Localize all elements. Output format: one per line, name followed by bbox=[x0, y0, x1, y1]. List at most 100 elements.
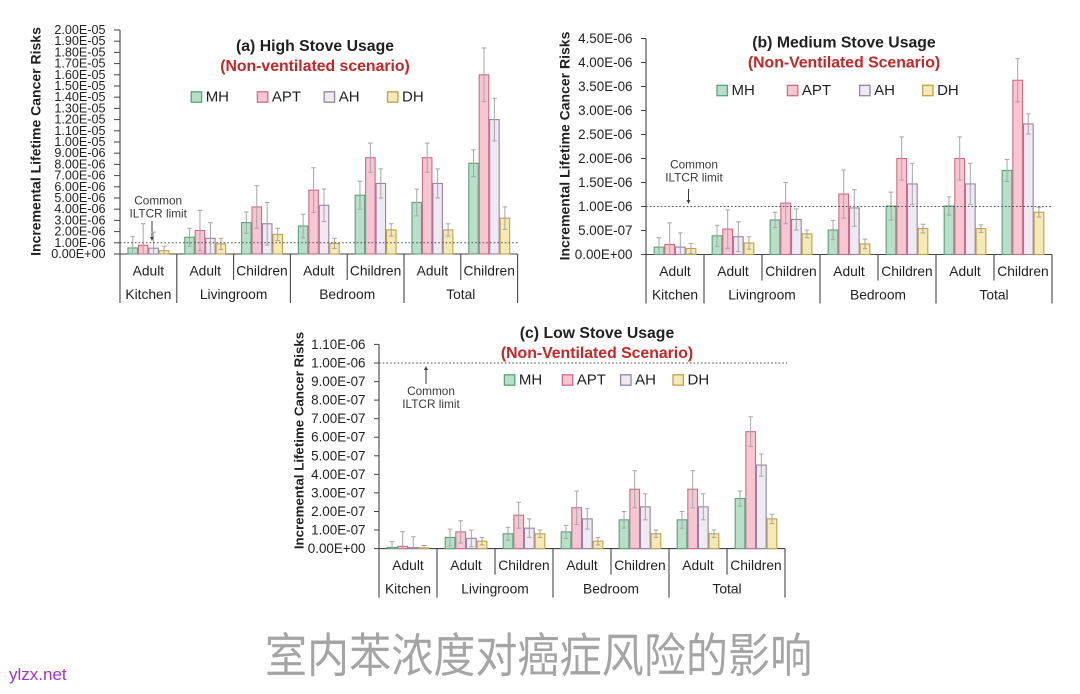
svg-text:Livingroom: Livingroom bbox=[200, 287, 267, 302]
svg-text:1.40E-05: 1.40E-05 bbox=[54, 90, 105, 104]
svg-text:1.50E-06: 1.50E-06 bbox=[578, 175, 632, 190]
svg-text:1.90E-05: 1.90E-05 bbox=[54, 34, 105, 48]
svg-text:9.00E-06: 9.00E-06 bbox=[54, 146, 105, 160]
svg-text:3.00E-07: 3.00E-07 bbox=[311, 485, 365, 500]
svg-text:DH: DH bbox=[688, 372, 710, 389]
svg-text:ylzx.net: ylzx.net bbox=[9, 665, 67, 684]
svg-text:2.00E-06: 2.00E-06 bbox=[578, 151, 632, 166]
svg-text:1.60E-05: 1.60E-05 bbox=[54, 68, 105, 82]
svg-text:Bedroom: Bedroom bbox=[319, 287, 375, 302]
svg-text:MH: MH bbox=[732, 82, 755, 99]
svg-text:Children: Children bbox=[881, 264, 932, 279]
svg-text:Incremental Lifetime Cancer Ri: Incremental Lifetime Cancer Risks bbox=[28, 27, 44, 256]
svg-text:5.00E-07: 5.00E-07 bbox=[311, 448, 365, 463]
svg-text:APT: APT bbox=[802, 82, 831, 99]
svg-text:ILTCR limit: ILTCR limit bbox=[402, 397, 460, 411]
svg-text:0.00E+00: 0.00E+00 bbox=[575, 247, 633, 262]
svg-text:Livingroom: Livingroom bbox=[728, 288, 795, 303]
svg-text:Common: Common bbox=[407, 384, 455, 398]
svg-text:MH: MH bbox=[206, 89, 229, 106]
svg-text:1.00E-06: 1.00E-06 bbox=[54, 236, 105, 250]
svg-text:ILTCR limit: ILTCR limit bbox=[665, 171, 723, 185]
svg-text:Adult: Adult bbox=[717, 264, 749, 279]
svg-text:Incremental Lifetime Cancer Ri: Incremental Lifetime Cancer Risks bbox=[557, 31, 573, 260]
svg-text:5.00E-07: 5.00E-07 bbox=[578, 223, 632, 238]
svg-text:Adult: Adult bbox=[189, 264, 221, 279]
svg-text:3.50E-06: 3.50E-06 bbox=[578, 79, 632, 94]
svg-text:1.30E-05: 1.30E-05 bbox=[54, 101, 105, 115]
svg-text:Livingroom: Livingroom bbox=[461, 582, 528, 597]
svg-text:6.00E-06: 6.00E-06 bbox=[54, 180, 105, 194]
svg-text:5.00E-06: 5.00E-06 bbox=[54, 191, 105, 205]
svg-text:(c) Low Stove Usage: (c) Low Stove Usage bbox=[520, 325, 675, 342]
svg-text:1.10E-05: 1.10E-05 bbox=[54, 124, 105, 138]
svg-text:DH: DH bbox=[937, 82, 959, 99]
svg-text:Adult: Adult bbox=[417, 264, 449, 279]
svg-text:8.00E-06: 8.00E-06 bbox=[54, 157, 105, 171]
svg-text:Adult: Adult bbox=[392, 558, 424, 573]
svg-text:(Non-ventilated scenario): (Non-ventilated scenario) bbox=[220, 58, 410, 75]
svg-text:Adult: Adult bbox=[566, 558, 598, 573]
svg-text:1.00E-07: 1.00E-07 bbox=[311, 523, 365, 538]
svg-text:APT: APT bbox=[272, 89, 301, 106]
svg-text:AH: AH bbox=[339, 89, 360, 106]
svg-text:Common: Common bbox=[670, 157, 718, 171]
svg-text:Adult: Adult bbox=[833, 264, 865, 279]
svg-text:Adult: Adult bbox=[949, 264, 981, 279]
svg-text:Kitchen: Kitchen bbox=[652, 288, 698, 303]
svg-text:(Non-Ventilated Scenario): (Non-Ventilated Scenario) bbox=[748, 55, 940, 72]
svg-text:Adult: Adult bbox=[133, 264, 165, 279]
svg-text:Common: Common bbox=[134, 193, 182, 207]
svg-text:9.00E-07: 9.00E-07 bbox=[311, 374, 365, 389]
svg-text:1.20E-05: 1.20E-05 bbox=[54, 113, 105, 127]
svg-text:1.50E-05: 1.50E-05 bbox=[54, 79, 105, 93]
svg-text:Children: Children bbox=[350, 264, 401, 279]
svg-text:Children: Children bbox=[498, 558, 549, 573]
svg-text:DH: DH bbox=[402, 89, 424, 106]
svg-text:2.00E-07: 2.00E-07 bbox=[311, 504, 365, 519]
svg-text:8.00E-07: 8.00E-07 bbox=[311, 393, 365, 408]
svg-text:(b) Medium Stove Usage: (b) Medium Stove Usage bbox=[752, 35, 936, 52]
svg-text:4.00E-06: 4.00E-06 bbox=[54, 202, 105, 216]
svg-text:2.00E-06: 2.00E-06 bbox=[54, 225, 105, 239]
svg-text:4.00E-07: 4.00E-07 bbox=[311, 467, 365, 482]
svg-text:2.50E-06: 2.50E-06 bbox=[578, 127, 632, 142]
svg-text:Children: Children bbox=[730, 558, 781, 573]
svg-text:3.00E-06: 3.00E-06 bbox=[578, 103, 632, 118]
svg-text:Children: Children bbox=[614, 558, 665, 573]
svg-text:Children: Children bbox=[464, 264, 515, 279]
svg-text:Total: Total bbox=[979, 288, 1008, 303]
svg-text:1.00E-06: 1.00E-06 bbox=[578, 199, 632, 214]
svg-text:Adult: Adult bbox=[450, 558, 482, 573]
svg-text:AH: AH bbox=[635, 372, 656, 389]
svg-text:7.00E-07: 7.00E-07 bbox=[311, 411, 365, 426]
svg-text:(a) High Stove Usage: (a) High Stove Usage bbox=[236, 38, 394, 55]
svg-text:4.50E-06: 4.50E-06 bbox=[578, 31, 632, 46]
svg-text:APT: APT bbox=[577, 372, 606, 389]
svg-text:1.80E-05: 1.80E-05 bbox=[54, 45, 105, 59]
svg-text:3.00E-06: 3.00E-06 bbox=[54, 213, 105, 227]
svg-text:1.10E-06: 1.10E-06 bbox=[311, 337, 365, 352]
svg-text:1.00E-05: 1.00E-05 bbox=[54, 135, 105, 149]
svg-text:Adult: Adult bbox=[682, 558, 714, 573]
svg-text:Total: Total bbox=[446, 287, 475, 302]
svg-text:Adult: Adult bbox=[659, 264, 691, 279]
svg-text:AH: AH bbox=[874, 82, 895, 99]
svg-text:Children: Children bbox=[997, 264, 1048, 279]
svg-text:6.00E-07: 6.00E-07 bbox=[311, 430, 365, 445]
svg-text:Kitchen: Kitchen bbox=[125, 287, 171, 302]
svg-text:Bedroom: Bedroom bbox=[850, 288, 906, 303]
svg-text:Total: Total bbox=[712, 582, 741, 597]
svg-text:Adult: Adult bbox=[303, 264, 335, 279]
svg-text:1.70E-05: 1.70E-05 bbox=[54, 57, 105, 71]
svg-text:0.00E+00: 0.00E+00 bbox=[51, 247, 105, 261]
svg-text:ILTCR limit: ILTCR limit bbox=[129, 207, 187, 221]
svg-text:0.00E+00: 0.00E+00 bbox=[308, 541, 366, 556]
svg-text:Bedroom: Bedroom bbox=[583, 582, 639, 597]
svg-text:(Non-Ventilated Scenario): (Non-Ventilated Scenario) bbox=[501, 345, 693, 362]
svg-text:Incremental Lifetime Cancer Ri: Incremental Lifetime Cancer Risks bbox=[292, 332, 307, 549]
svg-text:7.00E-06: 7.00E-06 bbox=[54, 169, 105, 183]
svg-text:Kitchen: Kitchen bbox=[385, 582, 431, 597]
svg-text:Children: Children bbox=[236, 264, 287, 279]
svg-text:Children: Children bbox=[765, 264, 816, 279]
